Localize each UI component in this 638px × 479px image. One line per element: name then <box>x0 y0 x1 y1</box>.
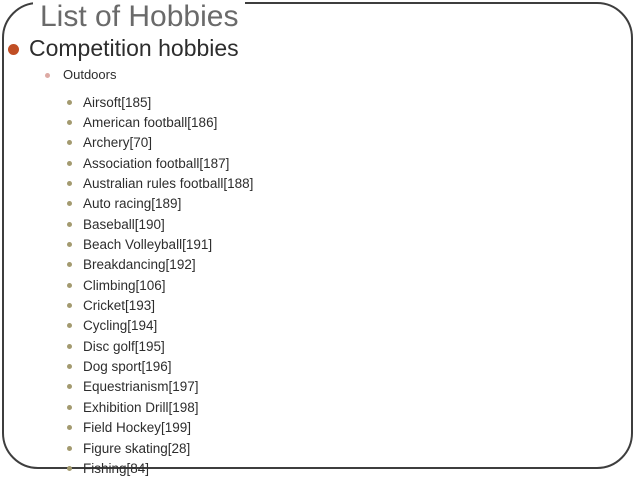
list-item-label: Baseball[190] <box>83 216 165 232</box>
list-item: Airsoft[185] <box>67 92 253 112</box>
slide-title: List of Hobbies <box>33 1 246 33</box>
bullet-icon <box>67 303 72 309</box>
bullet-icon <box>45 72 50 78</box>
list-item: Cricket[193] <box>67 295 253 315</box>
level1-heading: Competition hobbies <box>29 35 239 61</box>
list-item-label: Dog sport[196] <box>83 359 172 375</box>
bullet-icon <box>67 384 72 390</box>
hobby-list: Airsoft[185] American football[186] Arch… <box>67 92 253 479</box>
bullet-icon <box>67 221 72 227</box>
list-item: Climbing[106] <box>67 275 253 295</box>
list-item-label: Association football[187] <box>83 155 230 171</box>
bullet-icon <box>67 364 72 370</box>
list-item-label: Exhibition Drill[198] <box>83 399 199 415</box>
list-item: Association football[187] <box>67 153 253 173</box>
list-item-label: Airsoft[185] <box>83 94 152 110</box>
bullet-icon <box>67 445 72 451</box>
list-item-label: Archery[70] <box>83 135 153 151</box>
list-item: Dog sport[196] <box>67 356 253 376</box>
list-item-label: Beach Volleyball[191] <box>83 237 213 253</box>
list-item: Australian rules football[188] <box>67 173 253 193</box>
bullet-icon <box>67 282 72 288</box>
list-item-label: Climbing[106] <box>83 277 166 293</box>
list-item-label: Cricket[193] <box>83 298 156 314</box>
level2-heading: Outdoors <box>63 67 117 82</box>
list-item: Disc golf[195] <box>67 336 253 356</box>
list-item: Breakdancing[192] <box>67 255 253 275</box>
bullet-icon <box>67 99 72 105</box>
bullet-icon <box>67 425 72 431</box>
list-item: Fishing[84] <box>67 458 253 478</box>
level2-list-item: Outdoors <box>45 67 116 83</box>
list-item: Archery[70] <box>67 133 253 153</box>
list-item-label: Breakdancing[192] <box>83 257 196 273</box>
bullet-icon <box>67 262 72 268</box>
list-item: Field Hockey[199] <box>67 418 253 438</box>
list-item: Equestrianism[197] <box>67 377 253 397</box>
list-item-label: Figure skating[28] <box>83 440 191 456</box>
bullet-icon <box>67 181 72 187</box>
list-item-label: Auto racing[189] <box>83 196 182 212</box>
list-item: Baseball[190] <box>67 214 253 234</box>
slide-border-frame <box>2 2 633 469</box>
list-item: Figure skating[28] <box>67 438 253 458</box>
list-item-label: Cycling[194] <box>83 318 158 334</box>
bullet-icon <box>8 43 19 55</box>
level1-list-item: Competition hobbies <box>8 35 239 61</box>
list-item-label: Field Hockey[199] <box>83 420 192 436</box>
list-item-label: Fishing[84] <box>83 460 150 476</box>
bullet-icon <box>67 140 72 146</box>
bullet-icon <box>67 404 72 410</box>
list-item: Auto racing[189] <box>67 194 253 214</box>
list-item-label: Disc golf[195] <box>83 338 165 354</box>
bullet-icon <box>67 323 72 329</box>
bullet-icon <box>67 201 72 207</box>
list-item-label: Australian rules football[188] <box>83 176 254 192</box>
list-item: Cycling[194] <box>67 316 253 336</box>
bullet-icon <box>67 120 72 126</box>
list-item-label: American football[186] <box>83 115 218 131</box>
bullet-icon <box>67 242 72 248</box>
bullet-icon <box>67 160 72 166</box>
bullet-icon <box>67 465 72 471</box>
list-item: American football[186] <box>67 112 253 132</box>
bullet-icon <box>67 343 72 349</box>
list-item: Exhibition Drill[198] <box>67 397 253 417</box>
list-item-label: Equestrianism[197] <box>83 379 199 395</box>
list-item: Beach Volleyball[191] <box>67 234 253 254</box>
